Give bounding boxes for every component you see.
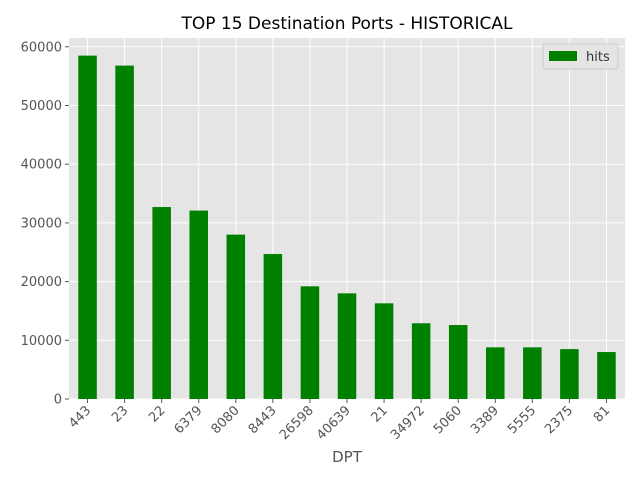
bar-6379 [189, 210, 208, 399]
bar-8080 [226, 234, 246, 399]
y-tick-label: 30000 [21, 216, 62, 231]
y-tick-label: 50000 [21, 99, 62, 114]
bar-21 [374, 303, 394, 399]
x-tick-label: 6379 [172, 403, 206, 437]
x-tick-label: 8443 [246, 403, 280, 437]
x-tick-label: 23 [109, 403, 131, 425]
x-tick-label: 2375 [542, 403, 576, 437]
bars [78, 55, 616, 400]
x-tick-label: 40639 [314, 403, 354, 443]
bar-23 [115, 65, 134, 399]
x-tick-label: 443 [66, 403, 94, 431]
x-tick-label: 8080 [209, 403, 243, 437]
legend-box [542, 43, 619, 70]
x-tick-label: 34972 [388, 403, 428, 443]
y-tick-label: 20000 [21, 275, 62, 290]
chart-title: TOP 15 Destination Ports - HISTORICAL [180, 14, 513, 34]
bar-2375 [560, 349, 579, 399]
y-tick-label: 0 [54, 393, 62, 408]
x-tick-label: 81 [591, 403, 613, 425]
bar-3389 [486, 347, 505, 399]
legend-label-hits: hits [586, 50, 610, 65]
bar-8443 [263, 254, 283, 399]
x-tick-label: 5555 [505, 403, 539, 437]
bar-22 [152, 207, 171, 399]
x-tick-label: 21 [369, 403, 391, 425]
x-tick-label: 3389 [468, 403, 502, 437]
y-axis-ticks: 0 10000 20000 30000 40000 50000 60000 [21, 40, 69, 408]
bar-34972 [411, 323, 431, 399]
x-tick-label: 22 [146, 403, 168, 425]
x-tick-label: 26598 [277, 403, 317, 443]
bar-443 [78, 55, 97, 400]
x-axis-label: DPT [332, 448, 363, 466]
legend: hits [542, 43, 619, 70]
bar-5060 [448, 325, 468, 399]
y-tick-label: 60000 [21, 40, 62, 55]
x-tick-label: 5060 [431, 403, 465, 437]
legend-swatch-hits [549, 51, 577, 61]
bar-40639 [337, 293, 357, 399]
y-tick-label: 40000 [21, 158, 62, 173]
bar-26598 [300, 286, 320, 399]
bar-5555 [523, 347, 542, 399]
bar-81 [597, 352, 616, 399]
y-tick-label: 10000 [21, 334, 62, 349]
